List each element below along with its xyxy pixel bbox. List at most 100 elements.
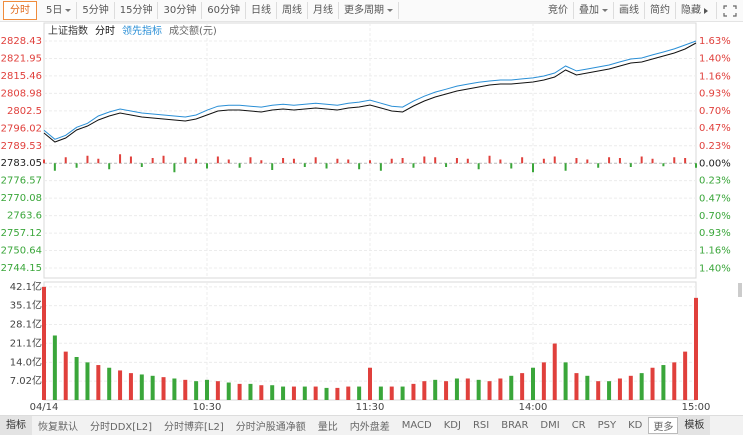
indicator-tab[interactable]: CR [571, 420, 586, 431]
indicator-bar [184, 157, 187, 164]
indicator-tab[interactable]: 量比 [317, 422, 338, 433]
indicator-bar [195, 158, 198, 164]
fullscreen-icon[interactable] [721, 4, 739, 18]
indicator-bar [379, 163, 382, 171]
indicator-bar [86, 155, 89, 164]
toolbar-button[interactable]: 竞价 [543, 2, 574, 19]
legend-entry: 领先指标 [122, 24, 162, 37]
toolbar-left: 分时 5日 5分钟 15分钟 30分钟 60分钟 日线 周线 月线 更多周期 [0, 0, 399, 21]
indicator-bar [629, 163, 632, 167]
indicator-bar [358, 163, 361, 170]
y2-tick-label: 0.47% [699, 123, 731, 134]
volume-tick-label: 7.02亿 [10, 374, 42, 387]
volume-bar [433, 379, 438, 400]
y-tick-label: 2750.64 [1, 246, 42, 257]
toolbar-button[interactable]: 更多周期 [339, 2, 399, 19]
volume-bar [215, 381, 220, 400]
y-tick-label: 2776.57 [1, 176, 42, 187]
volume-bar [291, 386, 296, 400]
volume-bar [346, 386, 351, 400]
toolbar-button[interactable]: 月线 [308, 2, 339, 19]
indicator-bar [336, 158, 339, 164]
volume-tick-label: 21.1亿 [10, 336, 42, 349]
toolbar-button[interactable]: 简约 [645, 2, 676, 19]
indicator-bar [532, 163, 534, 173]
indicator-bar [673, 157, 676, 164]
toolbar-button[interactable]: 隐藏 [676, 2, 717, 19]
indicator-bar [206, 163, 208, 169]
volume-tick-label: 42.1亿 [10, 280, 42, 293]
y-tick-label: 2744.15 [1, 263, 42, 274]
indicator-bar [119, 154, 122, 164]
volume-bar [226, 382, 231, 400]
indicator-tab[interactable]: KDJ [443, 420, 461, 431]
y-tick-label: 2828.43 [1, 36, 42, 47]
indicator-tab[interactable]: DMI [540, 420, 560, 431]
volume-bar [270, 385, 275, 400]
y2-tick-label: 0.47% [699, 194, 731, 205]
indicator-bar [151, 158, 154, 164]
y-tick-label: 2802.5 [7, 106, 42, 117]
toolbar-button[interactable]: 叠加 [574, 2, 614, 19]
indicator-bar [608, 157, 611, 164]
indicator-tab[interactable]: 模板 [678, 416, 711, 435]
indicator-tab[interactable]: RSI [472, 420, 490, 431]
volume-bar [487, 381, 492, 400]
volume-bar [378, 386, 383, 400]
x-tick-label: 14:00 [519, 402, 548, 413]
indicator-tab[interactable]: PSY [597, 420, 617, 431]
toolbar-button[interactable]: 日线 [246, 2, 277, 19]
toolbar-button[interactable]: 5分钟 [77, 2, 115, 19]
y-tick-label: 2789.53 [1, 141, 42, 152]
volume-bar [531, 367, 535, 400]
indicator-tab[interactable]: 恢复默认 [38, 422, 78, 433]
toolbar-button[interactable]: 分时 [3, 1, 37, 20]
y-tick-label: 2796.02 [1, 123, 42, 134]
indicator-tab[interactable]: 分时博弈[L2] [164, 422, 224, 433]
volume-bar [194, 381, 199, 400]
y2-tick-label: 1.40% [699, 263, 731, 274]
indicator-bar [575, 158, 578, 164]
volume-bar [205, 379, 209, 400]
y-tick-label: 2821.95 [1, 53, 42, 64]
indicator-bar [390, 158, 393, 164]
toolbar-button[interactable]: 15分钟 [115, 2, 159, 19]
indicator-bar [499, 159, 502, 164]
y-tick-label: 2815.46 [1, 71, 42, 82]
toolbar-button[interactable]: 60分钟 [202, 2, 246, 19]
indicator-tab[interactable]: KD [628, 420, 643, 431]
indicator-tab[interactable]: 更多 [648, 417, 679, 434]
toolbar-button[interactable]: 画线 [614, 2, 645, 19]
y-tick-label: 2770.08 [1, 193, 42, 204]
volume-bar [302, 386, 307, 400]
volume-bar [520, 373, 525, 400]
x-tick-label: 10:30 [193, 402, 222, 413]
x-tick-label: 15:00 [682, 402, 711, 413]
indicator-bar [553, 156, 556, 164]
y-tick-label: 2757.12 [1, 228, 42, 239]
volume-bar [411, 383, 416, 400]
indicator-bar [597, 163, 600, 168]
toolbar-button[interactable]: 周线 [277, 2, 308, 19]
toolbar-button[interactable]: 5日 [41, 2, 78, 19]
indicator-tab[interactable]: 指标 [0, 416, 32, 435]
indicator-bar [282, 158, 285, 164]
toolbar-button[interactable]: 30分钟 [158, 2, 203, 19]
indicator-tab[interactable]: 分时沪股通净额 [235, 422, 306, 433]
legend-entry: 成交额(元) [169, 24, 217, 37]
indicator-bar [466, 158, 469, 164]
volume-bar [42, 286, 46, 400]
indicator-tab[interactable]: BRAR [501, 420, 529, 431]
volume-bar [85, 362, 90, 400]
indicator-bar [662, 163, 665, 167]
volume-bar [389, 386, 394, 400]
volume-bar [150, 375, 155, 400]
volume-bar [74, 356, 79, 400]
indicator-bar [640, 156, 643, 164]
volume-bar [596, 381, 601, 400]
indicator-bar [303, 163, 306, 167]
indicator-bar [238, 163, 241, 168]
indicator-tab[interactable]: 内外盘差 [349, 422, 390, 433]
indicator-tab[interactable]: 分时DDX[L2] [90, 422, 152, 433]
indicator-tab[interactable]: MACD [401, 420, 432, 431]
